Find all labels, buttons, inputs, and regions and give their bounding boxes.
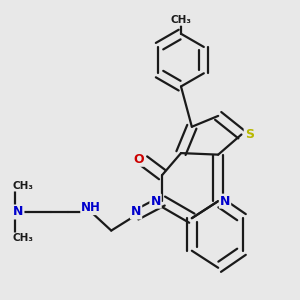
Text: N: N [220, 195, 230, 208]
Text: N: N [150, 195, 161, 208]
Text: CH₃: CH₃ [170, 15, 191, 25]
Text: CH₃: CH₃ [12, 181, 33, 190]
Text: NH: NH [81, 201, 101, 214]
Text: N: N [131, 206, 141, 218]
Text: N: N [13, 206, 23, 218]
Text: O: O [133, 153, 143, 166]
Text: S: S [245, 128, 254, 141]
Text: CH₃: CH₃ [12, 233, 33, 243]
